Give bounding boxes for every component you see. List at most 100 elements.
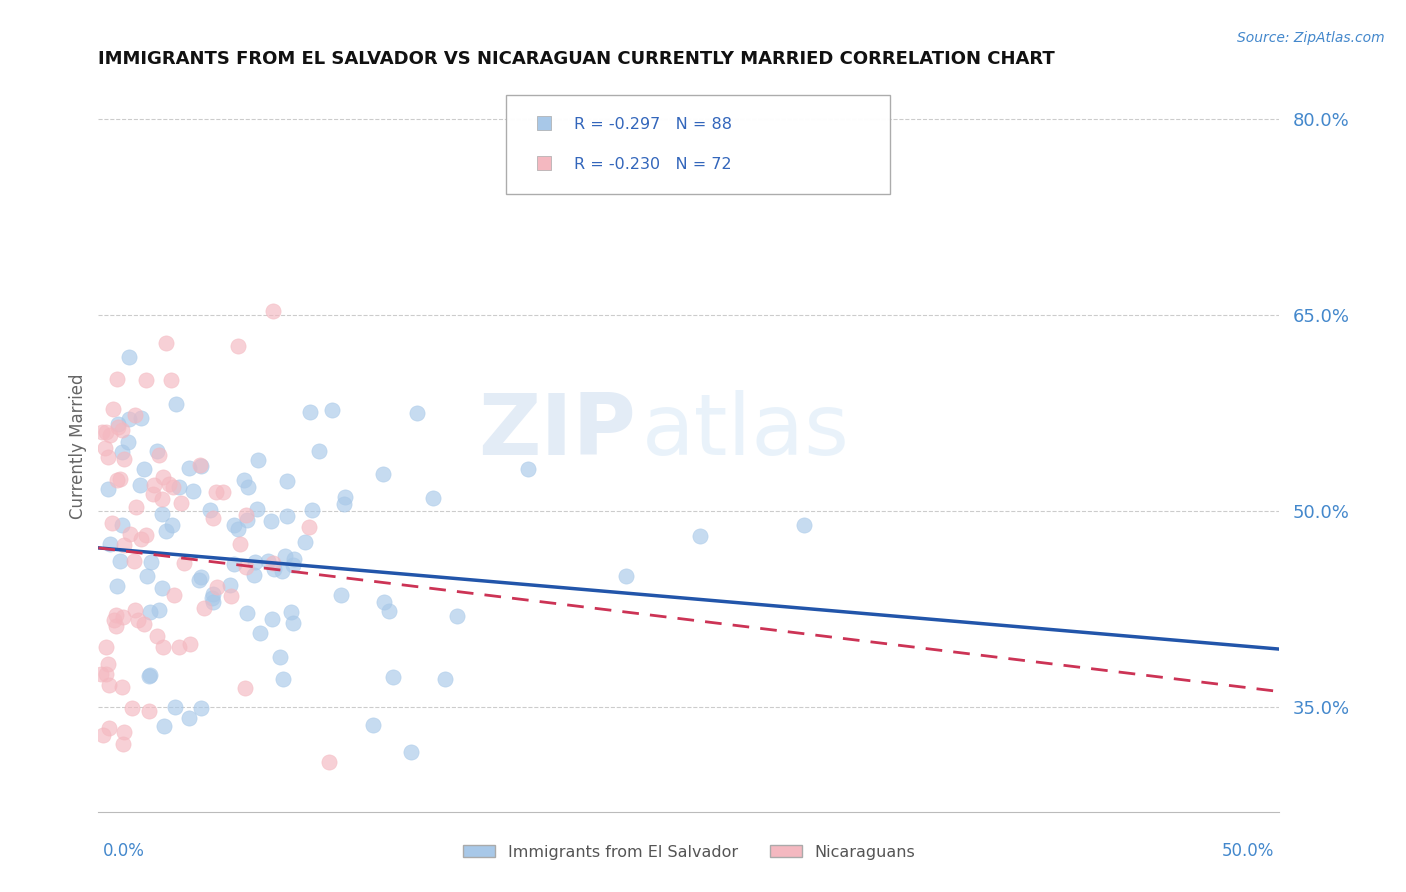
Point	[243, 555, 266, 569]
Point	[136, 569, 159, 583]
Point	[226, 339, 249, 353]
Point	[247, 452, 270, 467]
Point	[262, 304, 284, 318]
Point	[142, 477, 165, 491]
Point	[146, 443, 169, 458]
Point	[124, 408, 146, 422]
Text: 50.0%: 50.0%	[1222, 842, 1274, 860]
Point	[181, 483, 204, 498]
Point	[157, 477, 180, 491]
Point	[117, 435, 139, 450]
Point	[321, 403, 343, 417]
Point	[173, 556, 195, 570]
Point	[281, 558, 304, 572]
Point	[205, 484, 228, 499]
Text: IMMIGRANTS FROM EL SALVADOR VS NICARAGUAN CURRENTLY MARRIED CORRELATION CHART: IMMIGRANTS FROM EL SALVADOR VS NICARAGUA…	[98, 50, 1054, 68]
Point	[107, 419, 129, 434]
Point	[105, 579, 128, 593]
Point	[112, 725, 135, 739]
Point	[205, 580, 228, 594]
Point	[94, 640, 117, 655]
Point	[97, 450, 120, 465]
Point	[127, 613, 149, 627]
Point	[125, 500, 148, 515]
Point	[94, 441, 117, 455]
Point	[111, 680, 134, 694]
Point	[97, 482, 120, 496]
Point	[162, 588, 184, 602]
Point	[219, 590, 242, 604]
Point	[155, 524, 177, 539]
Point	[139, 555, 162, 569]
Point	[107, 417, 129, 432]
Point	[257, 554, 280, 568]
Point	[446, 608, 468, 623]
Point	[139, 605, 162, 619]
Point	[97, 657, 120, 672]
Point	[90, 666, 112, 681]
Point	[167, 479, 190, 493]
FancyBboxPatch shape	[506, 95, 890, 194]
Point	[373, 594, 395, 608]
Point	[226, 522, 249, 536]
Point	[148, 603, 170, 617]
Point	[150, 491, 173, 506]
Point	[260, 514, 283, 528]
Point	[202, 587, 225, 601]
Point	[98, 428, 121, 442]
Legend: Immigrants from El Salvador, Nicaraguans: Immigrants from El Salvador, Nicaraguans	[457, 838, 921, 866]
Point	[105, 372, 128, 386]
Point	[271, 672, 294, 686]
Point	[198, 503, 221, 517]
Point	[101, 516, 124, 531]
Point	[201, 595, 224, 609]
Point	[224, 518, 246, 533]
Point	[202, 511, 225, 525]
Point	[105, 607, 128, 622]
Point	[112, 737, 135, 751]
Point	[169, 496, 191, 510]
Point	[262, 612, 284, 626]
Point	[236, 606, 259, 620]
Point	[298, 519, 321, 533]
Point	[179, 637, 201, 651]
Point	[399, 745, 422, 759]
Text: Source: ZipAtlas.com: Source: ZipAtlas.com	[1237, 31, 1385, 45]
Point	[378, 604, 401, 618]
Point	[298, 405, 321, 419]
Point	[276, 508, 298, 523]
Point	[201, 591, 224, 606]
Point	[614, 569, 637, 583]
Point	[165, 397, 187, 411]
Point	[434, 672, 457, 686]
Point	[129, 478, 152, 492]
Point	[132, 462, 155, 476]
Point	[211, 485, 233, 500]
Point	[121, 701, 143, 715]
Point	[112, 538, 135, 552]
Point	[162, 480, 184, 494]
Point	[308, 444, 330, 458]
Point	[152, 470, 174, 484]
Point	[373, 467, 395, 481]
Point	[179, 711, 201, 725]
Point	[120, 526, 142, 541]
Point	[193, 600, 215, 615]
Point	[218, 578, 240, 592]
Point	[111, 517, 134, 532]
Point	[236, 513, 259, 527]
Text: 0.0%: 0.0%	[103, 842, 145, 860]
Point	[117, 411, 139, 425]
Point	[422, 491, 444, 505]
Point	[229, 537, 252, 551]
Point	[111, 424, 134, 438]
Point	[294, 535, 316, 549]
Point	[160, 373, 183, 387]
Point	[150, 581, 173, 595]
Point	[263, 562, 285, 576]
Point	[273, 549, 295, 564]
Point	[188, 458, 211, 473]
Point	[793, 518, 815, 533]
Point	[105, 474, 128, 488]
Point	[283, 615, 305, 630]
